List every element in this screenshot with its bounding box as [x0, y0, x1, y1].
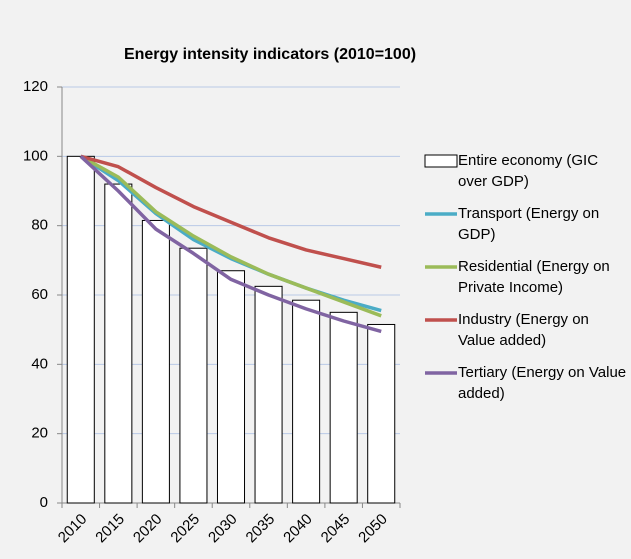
y-tick-label: 60 — [31, 286, 48, 303]
x-tick-label: 2040 — [280, 511, 316, 547]
bar — [216, 270, 246, 504]
y-tick-label: 40 — [31, 355, 48, 372]
y-tick-label: 20 — [31, 425, 48, 442]
legend-label: Entire economy (GIC over GDP) — [458, 152, 599, 190]
bar — [292, 299, 321, 504]
line — [79, 155, 382, 334]
x-tick-label: 2035 — [243, 511, 279, 547]
x-tick-label: 2010 — [55, 511, 91, 547]
x-tick-label: 2050 — [355, 511, 391, 547]
bar — [104, 183, 133, 504]
y-tick-label: 100 — [23, 147, 48, 164]
x-tick-label: 2030 — [205, 511, 241, 547]
legend-label: Transport (Energy on GDP) — [458, 205, 600, 243]
line — [79, 154, 382, 318]
bar — [254, 285, 283, 504]
bar — [329, 311, 358, 504]
x-tick-label: 2020 — [130, 511, 166, 547]
bar — [66, 155, 95, 504]
bar — [141, 219, 170, 504]
bar — [367, 323, 396, 504]
y-tick-label: 80 — [31, 217, 48, 234]
line — [80, 154, 382, 269]
x-tick-label: 2025 — [167, 511, 203, 547]
legend-label: Tertiary (Energy on Value added) — [458, 364, 627, 402]
y-tick-label: 0 — [40, 494, 48, 511]
legend-label: Industry (Energy on Value added) — [458, 311, 589, 349]
chart-title: Energy intensity indicators (2010=100) — [124, 46, 416, 63]
y-tick-label: 120 — [23, 78, 48, 95]
x-tick-label: 2045 — [318, 511, 354, 547]
bar — [179, 247, 208, 504]
legend-label: Residential (Energy on Private Income) — [458, 258, 610, 296]
x-tick-label: 2015 — [92, 511, 128, 547]
legend-swatch — [424, 154, 458, 168]
